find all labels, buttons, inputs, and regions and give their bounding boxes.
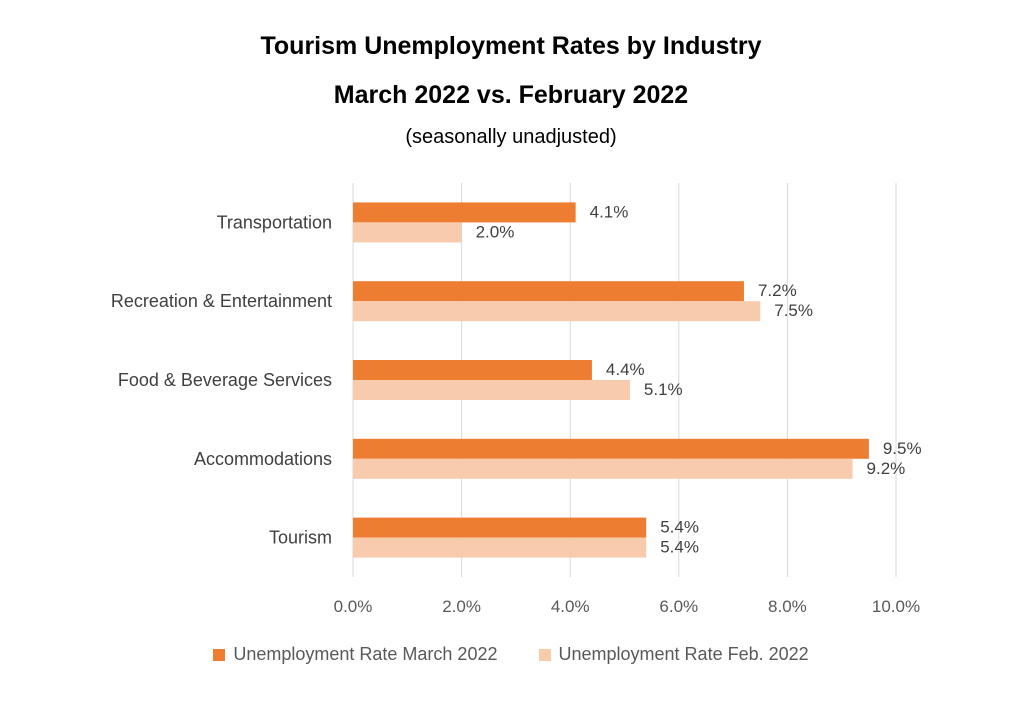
legend-label-feb: Unemployment Rate Feb. 2022 — [558, 644, 809, 664]
legend-label-march: Unemployment Rate March 2022 — [233, 644, 498, 664]
x-tick-label: 8.0% — [768, 597, 807, 616]
data-label: 5.4% — [660, 538, 699, 557]
x-tick-label: 0.0% — [334, 597, 373, 616]
category-label: Tourism — [269, 528, 332, 548]
data-label: 7.5% — [774, 301, 813, 320]
x-tick-label: 6.0% — [659, 597, 698, 616]
data-label: 2.0% — [476, 222, 515, 241]
data-label: 4.4% — [606, 360, 645, 379]
bar-march-2022 — [353, 202, 576, 223]
bar-march-2022 — [353, 360, 592, 380]
x-tick-label: 4.0% — [551, 597, 590, 616]
bar-feb-2022 — [353, 301, 761, 322]
data-label: 9.5% — [883, 439, 922, 458]
x-tick-label: 2.0% — [442, 597, 481, 616]
category-label: Accommodations — [194, 449, 332, 469]
chart-subtitle: March 2022 vs. February 2022 — [333, 81, 689, 109]
data-label: 5.4% — [660, 518, 699, 537]
bar-feb-2022 — [353, 458, 853, 479]
bar-feb-2022 — [353, 222, 462, 243]
data-label: 4.1% — [590, 202, 629, 221]
legend-item-feb: Unemployment Rate Feb. 2022 — [538, 644, 809, 665]
category-label: Food & Beverage Services — [118, 370, 332, 390]
category-label: Recreation & Entertainment — [111, 291, 332, 311]
legend: Unemployment Rate March 2022 Unemploymen… — [0, 644, 1022, 666]
legend-swatch-feb — [538, 648, 551, 661]
bar-feb-2022 — [353, 380, 630, 400]
data-label: 9.2% — [867, 459, 906, 478]
bar-march-2022 — [353, 517, 647, 538]
category-label: Transportation — [217, 212, 332, 232]
bar-march-2022 — [353, 281, 744, 302]
chart-note: (seasonally unadjusted) — [405, 126, 617, 148]
bar-march-2022 — [353, 438, 869, 459]
legend-item-march: Unemployment Rate March 2022 — [213, 644, 497, 665]
data-label: 7.2% — [758, 281, 797, 300]
legend-swatch-march — [213, 648, 226, 661]
chart-title: Tourism Unemployment Rates by Industry — [260, 32, 762, 60]
data-label: 5.1% — [644, 380, 683, 399]
x-tick-label: 10.0% — [872, 597, 920, 616]
bar-feb-2022 — [353, 537, 647, 558]
